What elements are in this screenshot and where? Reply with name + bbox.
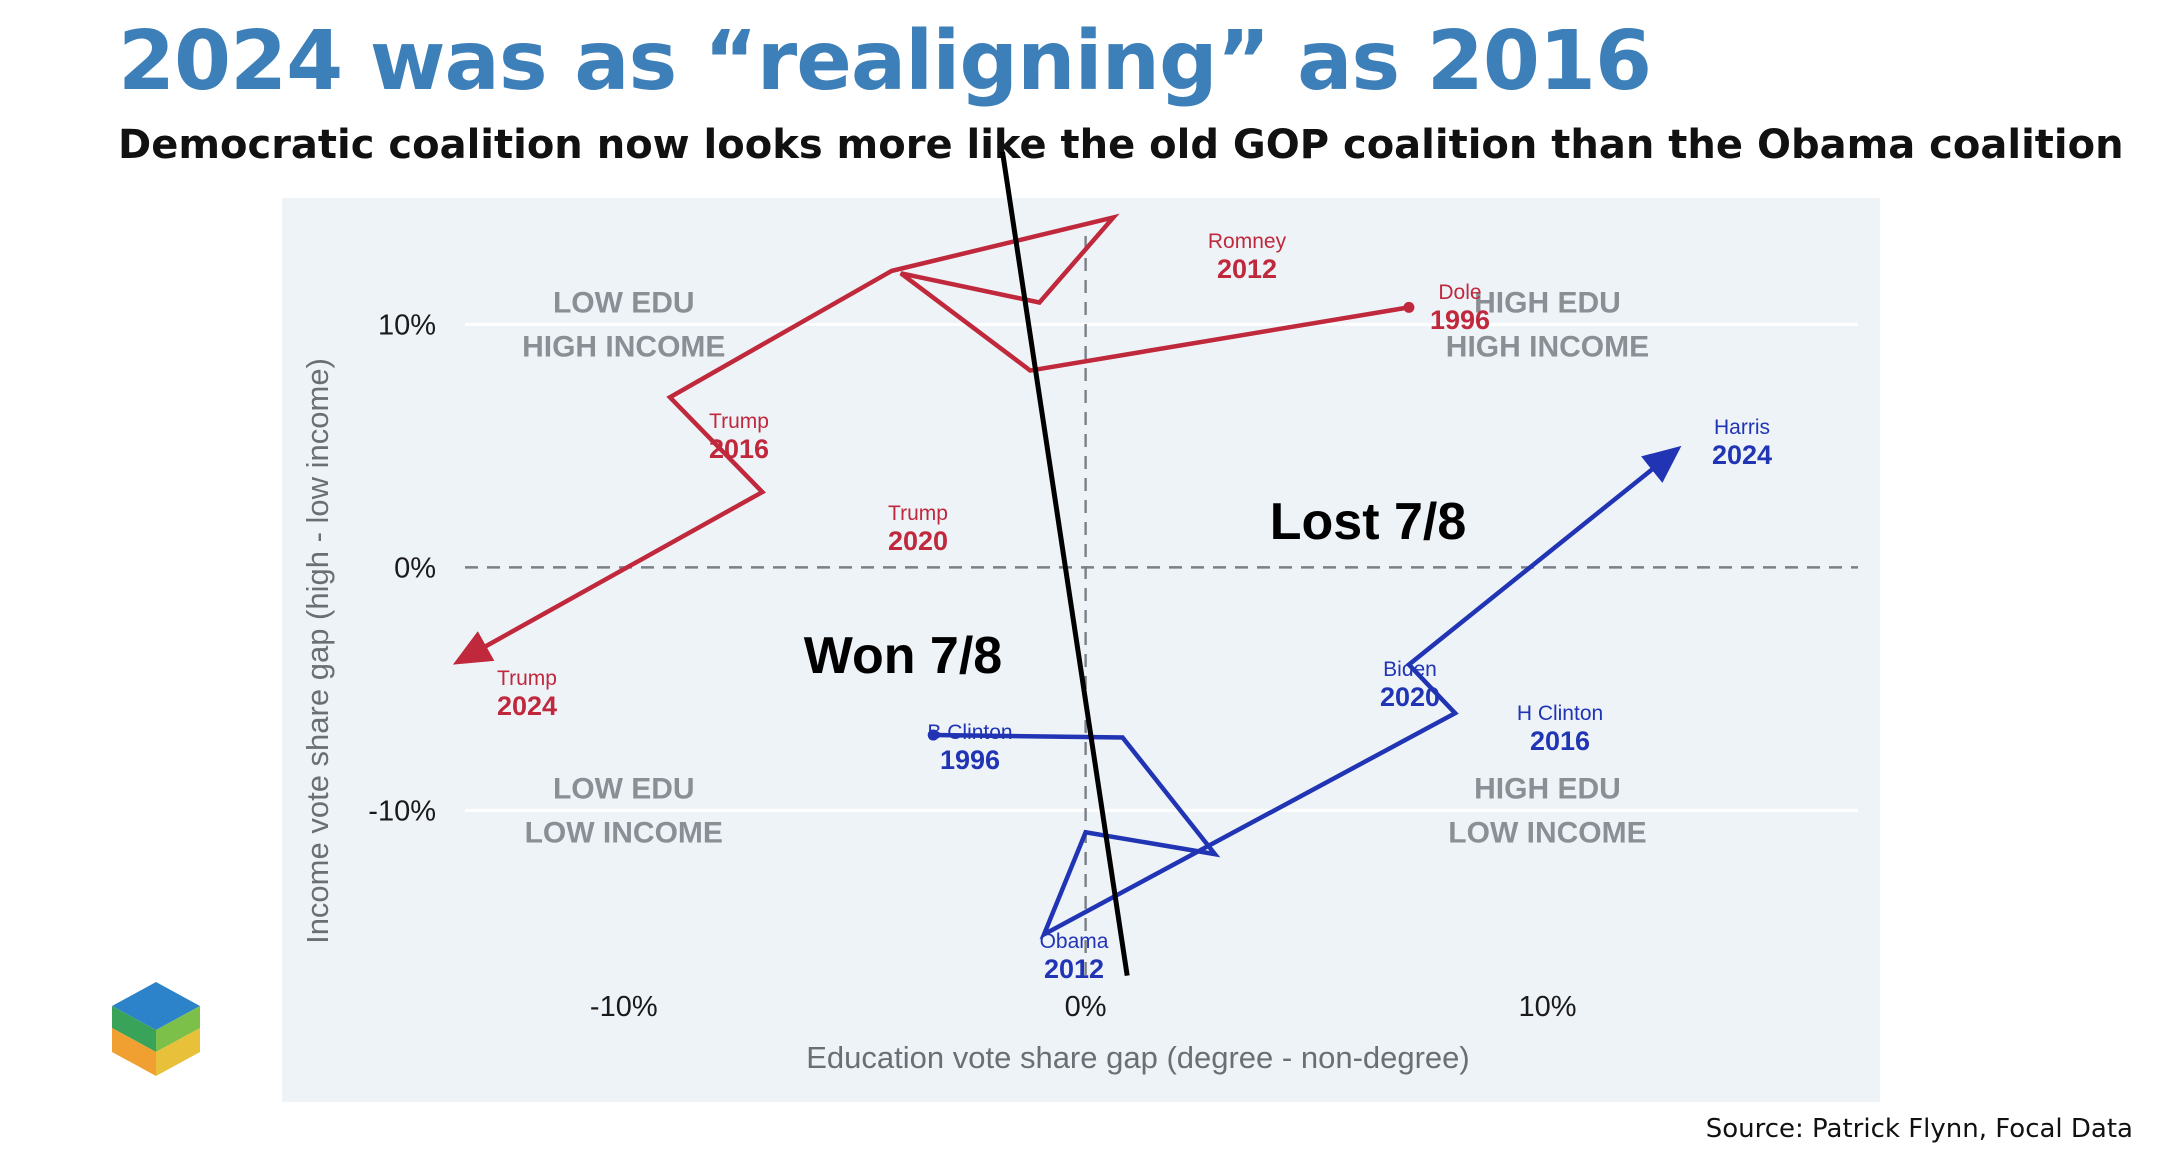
point-label-year: 2020 [888, 526, 948, 556]
page-subtitle: Democratic coalition now looks more like… [118, 122, 2124, 168]
y-axis-label: Income vote share gap (high - low income… [300, 358, 335, 944]
point-label-name: Dole [1438, 281, 1481, 304]
quadrant-label-line: HIGH INCOME [522, 331, 725, 364]
point-label-year: 2016 [1530, 726, 1590, 756]
democrat-series-line [933, 464, 1658, 940]
point-label-year: 2024 [497, 691, 557, 721]
point-label-name: B Clinton [927, 721, 1012, 744]
y-tick-label: -10% [368, 795, 436, 827]
quadrant-label-line: LOW EDU [553, 773, 695, 806]
quadrant-label-line: HIGH EDU [1474, 287, 1621, 320]
point-label-name: Trump [497, 667, 557, 690]
quadrant-label-line: LOW EDU [553, 287, 695, 320]
zero-lines [465, 236, 1858, 975]
point-label-year: 2012 [1217, 254, 1277, 284]
annotations: Won 7/8 Lost 7/8 [804, 493, 1466, 685]
focal-data-logo [112, 982, 200, 1076]
x-tick-label: -10% [590, 991, 658, 1023]
point-label-year: 2024 [1712, 440, 1772, 470]
quadrant-label-high-edu-high-income: HIGH EDU HIGH INCOME [1446, 287, 1649, 364]
democrat-series-arrowhead [1641, 445, 1682, 483]
x-axis-label: Education vote share gap (degree - non-d… [806, 1040, 1470, 1075]
point-label-year: 2016 [709, 434, 769, 464]
point-label-name: Obama [1040, 930, 1109, 953]
plot-background [282, 198, 1880, 1102]
x-tick-label: 10% [1518, 991, 1576, 1023]
point-label-year: 1996 [1430, 305, 1490, 335]
y-tick-label: 0% [394, 552, 436, 584]
democrat-series-start-point [927, 729, 939, 741]
x-tick-label: 0% [1065, 991, 1107, 1023]
quadrant-label-line: HIGH EDU [1474, 773, 1621, 806]
quadrant-label-low-edu-low-income: LOW EDU LOW INCOME [525, 773, 723, 850]
source-citation: Source: Patrick Flynn, Focal Data [1705, 1114, 2133, 1144]
y-tick-label: 10% [378, 309, 436, 341]
annotation-won: Won 7/8 [804, 627, 1002, 685]
quadrant-label-line: LOW INCOME [1448, 817, 1646, 850]
page-title: 2024 was as “realigning” as 2016 [118, 14, 1652, 109]
point-label-name: Harris [1714, 416, 1770, 439]
republican-series-start-point [1403, 301, 1415, 313]
axis-ticks: -10% 0% 10% 10% 0% -10% [368, 309, 1576, 1023]
quadrant-label-line: LOW INCOME [525, 817, 723, 850]
point-label-name: Trump [888, 502, 948, 525]
quadrant-label-high-edu-low-income: HIGH EDU LOW INCOME [1448, 773, 1646, 850]
divider-layer [1000, 151, 1130, 977]
gridlines [465, 322, 1858, 812]
quadrant-label-low-edu-high-income: LOW EDU HIGH INCOME [522, 287, 725, 364]
point-label-year: 1996 [940, 745, 1000, 775]
series-layer [452, 213, 1682, 940]
point-label-name: H Clinton [1517, 702, 1603, 725]
republican-series-line [479, 213, 1410, 651]
point-label-name: Biden [1383, 658, 1437, 681]
point-labels: Dole1996Romney2012Trump2016Trump2020Trum… [497, 230, 1772, 984]
point-label-year: 2012 [1044, 954, 1104, 984]
annotation-lost: Lost 7/8 [1270, 493, 1467, 551]
republican-series-arrowhead [452, 631, 495, 665]
won-lost-divider-line [1000, 151, 1130, 977]
quadrant-label-line: HIGH INCOME [1446, 331, 1649, 364]
point-label-name: Trump [709, 410, 769, 433]
point-label-year: 2020 [1380, 682, 1440, 712]
point-label-name: Romney [1208, 230, 1287, 253]
